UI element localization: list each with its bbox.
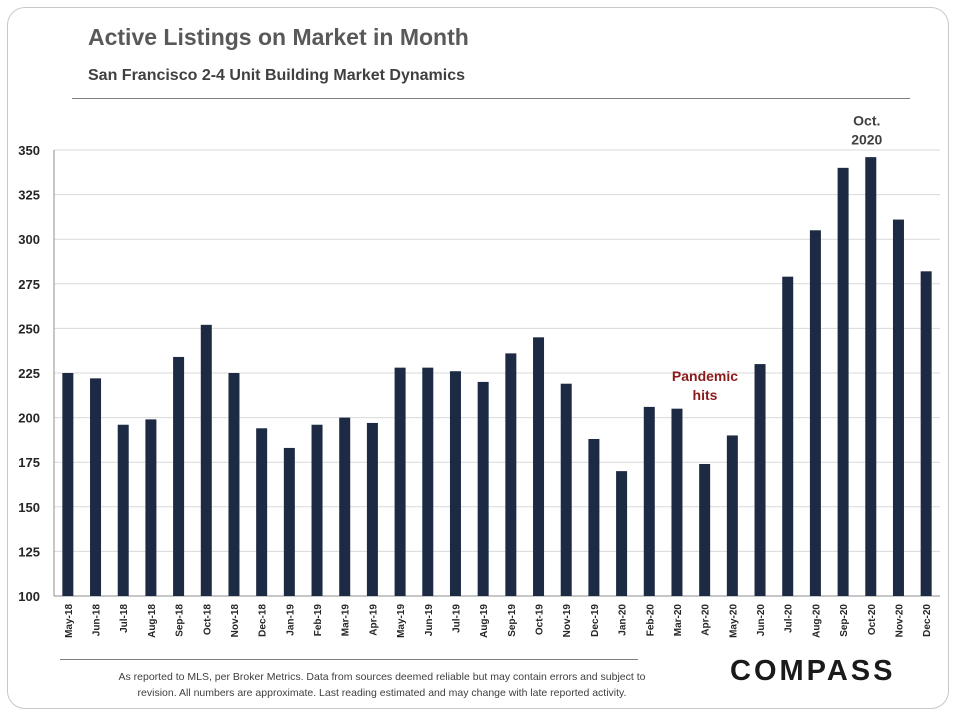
x-tick-label: Aug-19	[479, 604, 490, 638]
slide-frame	[7, 7, 949, 709]
footnote: As reported to MLS, per Broker Metrics. …	[62, 669, 702, 701]
footnote-line-2: revision. All numbers are approximate. L…	[137, 687, 627, 699]
bar	[228, 373, 240, 596]
bar	[90, 378, 102, 596]
x-tick-label: Oct-20	[867, 604, 878, 636]
bar	[671, 408, 683, 596]
footnote-divider	[60, 659, 638, 660]
x-tick-label: May-19	[396, 604, 407, 638]
x-tick-label: Jul-18	[119, 604, 130, 633]
bar	[145, 419, 157, 596]
bar	[726, 435, 738, 596]
bar	[311, 424, 323, 596]
bar	[505, 353, 517, 596]
x-tick-label: Dec-18	[258, 604, 269, 637]
x-tick-label: Apr-20	[701, 604, 712, 636]
title-divider	[72, 98, 910, 99]
x-tick-label: Feb-19	[313, 604, 324, 637]
compass-logo: COMPASS	[730, 655, 896, 687]
x-tick-label: Oct-19	[535, 604, 546, 636]
x-tick-label: Dec-19	[590, 604, 601, 637]
x-tick-label: Jan-20	[618, 604, 629, 636]
bar	[533, 337, 545, 596]
x-tick-label: Mar-19	[341, 604, 352, 637]
x-tick-label: May-18	[64, 604, 75, 638]
bar	[256, 428, 268, 596]
y-tick-label: 200	[18, 411, 40, 426]
bar	[173, 356, 185, 596]
x-tick-label: Oct-18	[202, 604, 213, 636]
bar	[449, 371, 461, 596]
bar	[782, 276, 794, 596]
bar	[62, 373, 74, 596]
x-tick-label: Sep-20	[839, 604, 850, 637]
x-tick-label: Nov-19	[562, 604, 573, 638]
annotation-text: Pandemic	[672, 368, 738, 384]
x-tick-label: Mar-20	[673, 604, 684, 637]
bar	[865, 157, 877, 597]
bar	[366, 422, 378, 596]
x-tick-label: Sep-18	[175, 604, 186, 637]
x-tick-label: Jun-20	[756, 604, 767, 637]
bar	[588, 439, 600, 596]
y-tick-label: 275	[18, 277, 40, 292]
y-tick-label: 125	[18, 544, 40, 559]
x-tick-label: Nov-20	[894, 604, 905, 638]
y-tick-label: 350	[18, 143, 40, 158]
x-tick-label: Feb-20	[645, 604, 656, 637]
bar	[892, 219, 904, 597]
bar	[837, 167, 849, 596]
annotation-text: Oct.	[853, 113, 880, 129]
x-tick-label: Nov-18	[230, 604, 241, 638]
bar	[477, 381, 489, 596]
bar	[699, 463, 711, 596]
x-tick-label: Apr-19	[368, 604, 379, 636]
bar	[643, 406, 655, 596]
x-tick-label: Jan-19	[285, 604, 296, 636]
y-tick-label: 175	[18, 455, 40, 470]
bar	[283, 447, 295, 596]
bar	[394, 367, 406, 596]
chart-subtitle: San Francisco 2-4 Unit Building Market D…	[88, 67, 465, 84]
bar	[200, 324, 212, 596]
y-tick-label: 300	[18, 232, 40, 247]
bar	[754, 364, 766, 596]
x-tick-label: May-20	[728, 604, 739, 638]
bar	[920, 271, 932, 596]
y-tick-label: 100	[18, 589, 40, 604]
x-tick-label: Sep-19	[507, 604, 518, 637]
y-tick-label: 225	[18, 366, 40, 381]
x-tick-label: Jun-19	[424, 604, 435, 637]
x-tick-label: Jul-20	[784, 604, 795, 633]
x-tick-label: Jul-19	[451, 604, 462, 633]
x-tick-label: Aug-18	[147, 604, 158, 638]
chart-title: Active Listings on Market in Month	[88, 24, 469, 50]
bar	[117, 424, 129, 596]
x-tick-label: Jun-18	[92, 604, 103, 637]
y-tick-label: 150	[18, 500, 40, 515]
x-tick-label: Dec-20	[922, 604, 933, 637]
x-tick-label: Aug-20	[811, 604, 822, 638]
footnote-line-1: As reported to MLS, per Broker Metrics. …	[118, 671, 646, 683]
annotation-text: hits	[693, 387, 718, 403]
y-tick-label: 250	[18, 321, 40, 336]
y-tick-label: 325	[18, 188, 40, 203]
bar	[560, 383, 572, 596]
annotation-text: 2020	[851, 132, 882, 148]
bar	[422, 367, 434, 596]
bar	[616, 471, 628, 596]
bar	[809, 230, 821, 596]
bar	[339, 417, 351, 596]
